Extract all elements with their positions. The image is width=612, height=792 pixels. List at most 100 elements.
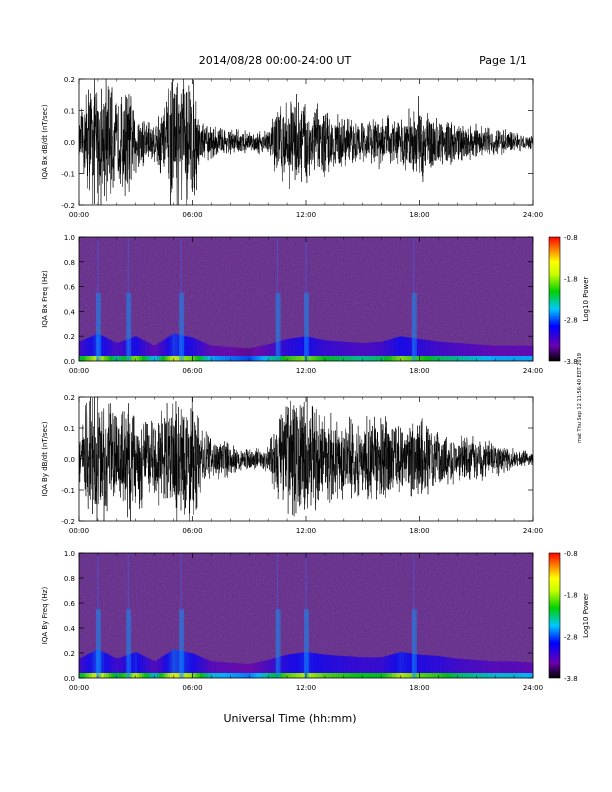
spectral-floor	[462, 356, 466, 361]
spectral-floor	[109, 356, 113, 361]
spectral-band	[109, 655, 113, 678]
spectral-floor	[169, 356, 173, 361]
spectral-band	[154, 344, 158, 361]
spectral-floor	[149, 673, 153, 678]
spectral-floor	[487, 673, 491, 678]
spectral-band	[172, 333, 176, 361]
spectral-floor	[306, 673, 309, 678]
spectral-floor	[525, 356, 529, 361]
spectral-floor	[346, 673, 350, 678]
y-tick-label: 0.0	[64, 675, 75, 683]
spectral-band	[444, 657, 448, 678]
spectral-band	[376, 657, 380, 678]
spectral-band	[255, 346, 259, 361]
spectral-floor	[111, 356, 115, 361]
spectral-floor	[527, 673, 531, 678]
spectral-band	[472, 344, 476, 361]
spectral-band	[384, 656, 388, 678]
spectral-band	[353, 342, 357, 361]
spectral-floor	[500, 673, 504, 678]
spectral-floor	[187, 673, 191, 678]
spectral-floor	[432, 673, 435, 678]
spectral-floor	[235, 356, 239, 361]
spectral-band	[109, 339, 113, 361]
spectral-band	[220, 662, 224, 678]
spectral-band	[197, 340, 201, 361]
spectral-floor	[268, 673, 271, 678]
spectral-floor	[517, 356, 521, 361]
y-axis-label: IQA By Freq (Hz)	[41, 587, 49, 645]
spectral-band	[386, 339, 390, 361]
spectral-band	[278, 656, 282, 678]
spectral-band	[318, 339, 322, 361]
spectral-band	[177, 650, 181, 678]
spectral-floor	[275, 356, 279, 361]
spectral-floor	[333, 673, 337, 678]
spectral-band	[434, 341, 438, 361]
spectral-band	[283, 339, 287, 361]
spectral-band	[442, 656, 446, 678]
spectral-floor	[212, 356, 216, 361]
spectral-band	[424, 339, 428, 361]
spectral-band	[253, 662, 256, 678]
spectral-band	[91, 651, 95, 678]
spectral-band	[419, 339, 423, 361]
spectral-band	[91, 335, 95, 361]
y-axis-label: IQA Bx Freq (Hz)	[41, 270, 49, 328]
y-tick-label: 0.2	[64, 76, 75, 84]
spectral-floor	[376, 356, 380, 361]
spectral-band	[111, 656, 115, 678]
spectral-floor	[500, 356, 504, 361]
colorbar-tick-label: -0.8	[564, 550, 578, 558]
spectral-floor	[222, 356, 226, 361]
spectral-band	[245, 348, 249, 361]
spectral-band	[263, 660, 266, 678]
spectral-band	[270, 343, 274, 361]
spectral-band	[278, 341, 282, 361]
spectral-floor	[298, 673, 302, 678]
spectral-floor	[449, 673, 453, 678]
spectral-band	[240, 663, 244, 678]
spectral-floor	[401, 356, 405, 361]
spectral-floor	[174, 356, 178, 361]
spectral-floor	[280, 356, 284, 361]
spectral-floor	[507, 673, 511, 678]
spectral-band	[139, 338, 143, 361]
spectral-floor	[303, 356, 307, 361]
spectral-band	[210, 661, 213, 678]
spectral-band	[462, 343, 466, 361]
spectral-floor	[164, 356, 168, 361]
spectral-band	[376, 341, 380, 361]
spectral-band	[449, 342, 453, 361]
spectral-floor	[157, 673, 161, 678]
spectral-floor	[416, 673, 420, 678]
event-burst	[126, 609, 132, 678]
spectral-band	[81, 656, 85, 678]
x-tick-label: 00:00	[69, 684, 89, 692]
spectral-band	[280, 656, 284, 678]
spectral-band	[217, 661, 221, 678]
spectral-floor	[409, 356, 413, 361]
spectral-floor	[348, 356, 352, 361]
spectral-floor	[237, 356, 241, 361]
spectral-floor	[237, 673, 241, 678]
spectral-floor	[131, 673, 135, 678]
spectral-band	[205, 343, 208, 361]
event-burst	[126, 292, 132, 361]
spectral-floor	[142, 673, 145, 678]
y-tick-label: 0.4	[64, 625, 76, 633]
spectral-floor	[164, 673, 168, 678]
spectral-band	[389, 654, 393, 678]
spectral-band	[505, 345, 509, 361]
spectral-floor	[462, 673, 466, 678]
spectral-band	[492, 661, 496, 678]
spectral-floor	[414, 673, 418, 678]
spectral-floor	[240, 356, 244, 361]
spectral-floor	[336, 356, 340, 361]
spectral-band	[495, 345, 498, 361]
spectral-band	[114, 342, 118, 361]
spectral-floor	[195, 673, 198, 678]
spectral-band	[379, 657, 382, 678]
spectral-band	[270, 658, 274, 678]
spectral-floor	[510, 673, 514, 678]
